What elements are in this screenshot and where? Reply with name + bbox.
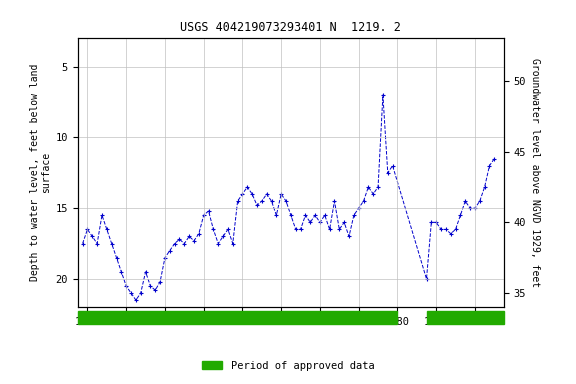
Title: USGS 404219073293401 N  1219. 2: USGS 404219073293401 N 1219. 2 [180,22,401,35]
Y-axis label: Depth to water level, feet below land
surface: Depth to water level, feet below land su… [30,64,51,281]
Legend: Period of approved data: Period of approved data [198,357,378,375]
Y-axis label: Groundwater level above NGVD 1929, feet: Groundwater level above NGVD 1929, feet [530,58,540,287]
